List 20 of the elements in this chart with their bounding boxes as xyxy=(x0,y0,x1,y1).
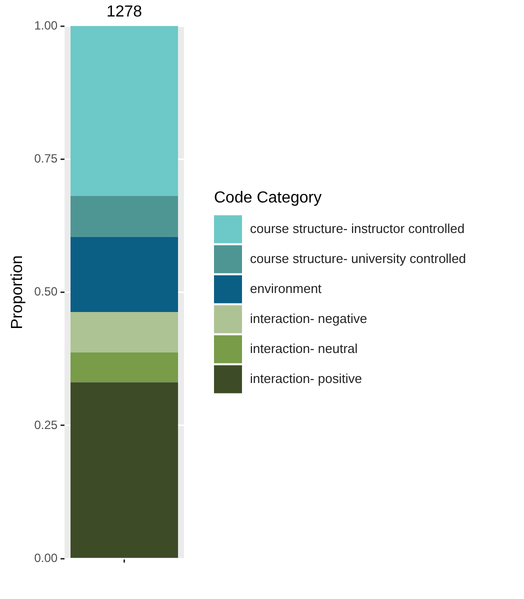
legend-label: interaction- positive xyxy=(250,370,362,386)
bar xyxy=(70,352,178,382)
y-tick-label: 0.25 xyxy=(34,418,58,432)
legend-label: environment xyxy=(250,280,322,296)
legend-label: interaction- negative xyxy=(250,310,368,326)
annotation: 1278 xyxy=(106,3,142,20)
y-tick-label: 0.75 xyxy=(34,151,58,166)
bar xyxy=(70,26,178,196)
bar xyxy=(70,312,178,352)
bar xyxy=(70,196,178,237)
y-axis-title: Proportion xyxy=(9,255,26,330)
bar xyxy=(70,382,178,558)
legend-label: course structure- instructor controlled xyxy=(250,220,465,236)
y-tick-label: 1.00 xyxy=(34,18,58,32)
bar xyxy=(70,236,178,312)
y-tick-label: 0.50 xyxy=(34,284,58,299)
legend-title: Code Category xyxy=(214,190,322,207)
y-tick-label: 0.00 xyxy=(34,550,58,565)
legend-label: course structure- university controlled xyxy=(250,250,466,266)
legend-label: interaction- neutral xyxy=(250,340,358,356)
